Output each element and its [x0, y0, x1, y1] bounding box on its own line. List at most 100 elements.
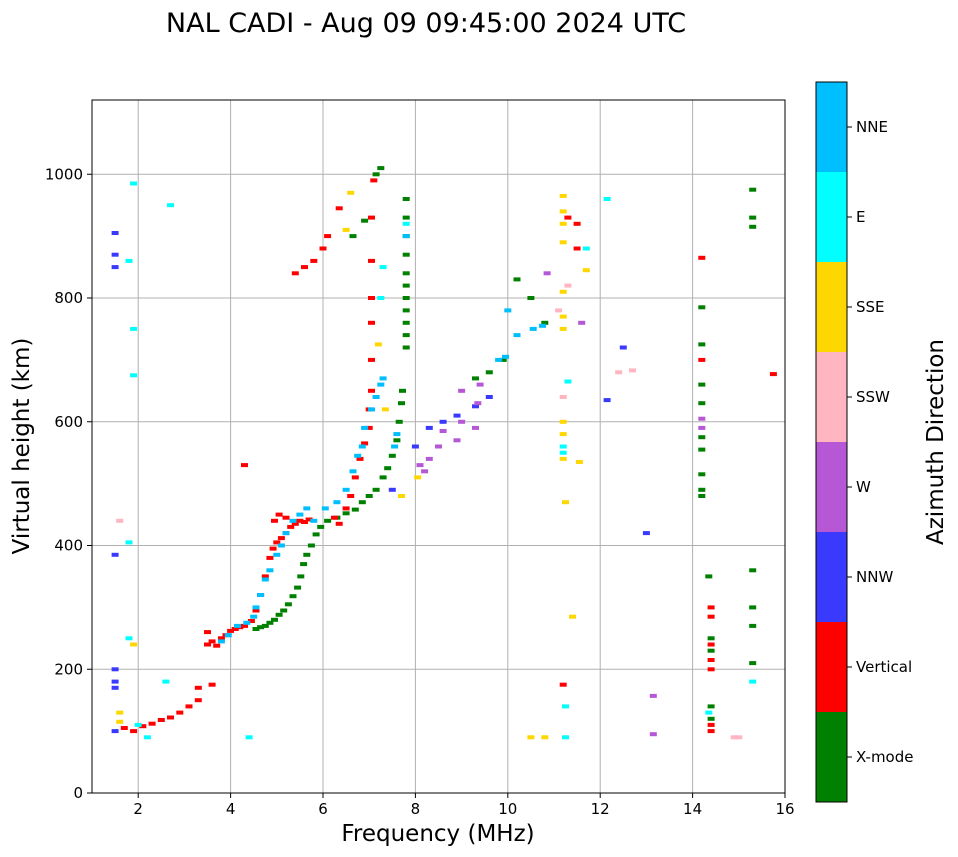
- echo-point: [476, 382, 484, 387]
- echo-point: [342, 511, 350, 516]
- echo-point: [379, 376, 387, 381]
- echo-point: [559, 444, 567, 449]
- echo-point: [266, 568, 274, 573]
- echo-point: [391, 444, 399, 449]
- colorbar-segment: [816, 622, 847, 712]
- echo-point: [213, 643, 221, 648]
- echo-point: [559, 193, 567, 198]
- echo-point: [707, 722, 715, 727]
- echo-point: [499, 357, 507, 362]
- colorbar-segment: [816, 352, 847, 442]
- echo-point: [280, 608, 288, 613]
- echo-point: [310, 258, 318, 263]
- echo-point: [649, 693, 657, 698]
- echo-point: [289, 594, 297, 599]
- echo-point: [275, 612, 283, 617]
- echo-point: [707, 605, 715, 610]
- series-ssw: [116, 283, 743, 740]
- colorbar-label: E: [856, 208, 865, 226]
- echo-point: [749, 224, 757, 229]
- echo-point: [707, 636, 715, 641]
- echo-point: [769, 372, 777, 377]
- echo-point: [354, 453, 362, 458]
- echo-point: [749, 568, 757, 573]
- echo-point: [167, 715, 174, 720]
- echo-point: [234, 623, 241, 628]
- echo-point: [402, 345, 410, 350]
- echo-point: [277, 543, 285, 548]
- echo-point: [562, 500, 569, 505]
- echo-point: [559, 314, 567, 319]
- echo-point: [402, 215, 410, 220]
- echo-point: [603, 197, 611, 201]
- echo-point: [529, 326, 537, 331]
- echo-point: [356, 456, 364, 461]
- echo-point: [707, 729, 715, 734]
- echo-point: [335, 521, 343, 526]
- echo-point: [402, 271, 410, 276]
- echo-point: [569, 614, 576, 619]
- echo-point: [562, 735, 569, 740]
- echo-point: [698, 305, 706, 310]
- echo-point: [120, 726, 128, 730]
- echo-point: [252, 608, 260, 613]
- colorbar-segment: [816, 82, 847, 172]
- echo-point: [402, 283, 410, 288]
- echo-point: [559, 450, 567, 455]
- x-axis-title: Frequency (MHz): [341, 821, 534, 847]
- echo-point: [559, 209, 567, 214]
- echo-point: [310, 518, 318, 523]
- echo-point: [333, 500, 341, 505]
- x-tick-label: 10: [498, 800, 517, 818]
- echo-point: [252, 627, 260, 631]
- colorbar-label: SSW: [856, 388, 890, 406]
- series-e: [125, 181, 757, 740]
- y-tick-label: 600: [54, 413, 83, 431]
- echo-point: [269, 546, 277, 551]
- x-tick-label: 16: [775, 800, 794, 818]
- echo-point: [453, 413, 461, 418]
- echo-point: [402, 308, 410, 313]
- echo-point: [541, 735, 549, 740]
- echo-point: [472, 404, 479, 409]
- echo-point: [351, 507, 359, 512]
- colorbar-label: NNW: [856, 568, 893, 586]
- echo-point: [559, 456, 567, 461]
- x-tick-label: 6: [318, 800, 328, 818]
- echo-point: [282, 531, 290, 536]
- echo-point: [527, 296, 535, 300]
- echo-point: [559, 419, 567, 424]
- echo-point: [250, 614, 258, 619]
- echo-point: [347, 190, 355, 195]
- echo-point: [559, 240, 567, 245]
- echo-point: [301, 520, 308, 524]
- echo-point: [342, 506, 350, 511]
- echo-point: [291, 521, 299, 526]
- echo-point: [368, 357, 375, 362]
- echo-point: [224, 633, 232, 638]
- echo-point: [162, 679, 170, 684]
- data-points: [111, 166, 777, 740]
- echo-point: [749, 215, 757, 220]
- echo-point: [698, 472, 706, 477]
- x-tick-label: 2: [133, 800, 143, 818]
- echo-point: [707, 658, 715, 662]
- echo-point: [116, 719, 124, 724]
- echo-point: [361, 218, 369, 223]
- x-tick-label: 14: [683, 800, 702, 818]
- echo-point: [698, 487, 706, 492]
- echo-point: [749, 661, 757, 666]
- echo-point: [111, 265, 119, 270]
- echo-point: [204, 642, 211, 647]
- echo-point: [245, 735, 253, 740]
- echo-point: [564, 283, 572, 288]
- echo-point: [698, 416, 706, 421]
- echo-point: [562, 704, 569, 709]
- echo-point: [439, 419, 447, 424]
- echo-point: [349, 469, 357, 474]
- echo-point: [649, 732, 657, 737]
- echo-point: [402, 320, 410, 325]
- echo-point: [271, 518, 278, 523]
- y-axis: 0 200 400 600 800 1000: [45, 165, 92, 802]
- colorbar-label: Vertical: [856, 658, 912, 676]
